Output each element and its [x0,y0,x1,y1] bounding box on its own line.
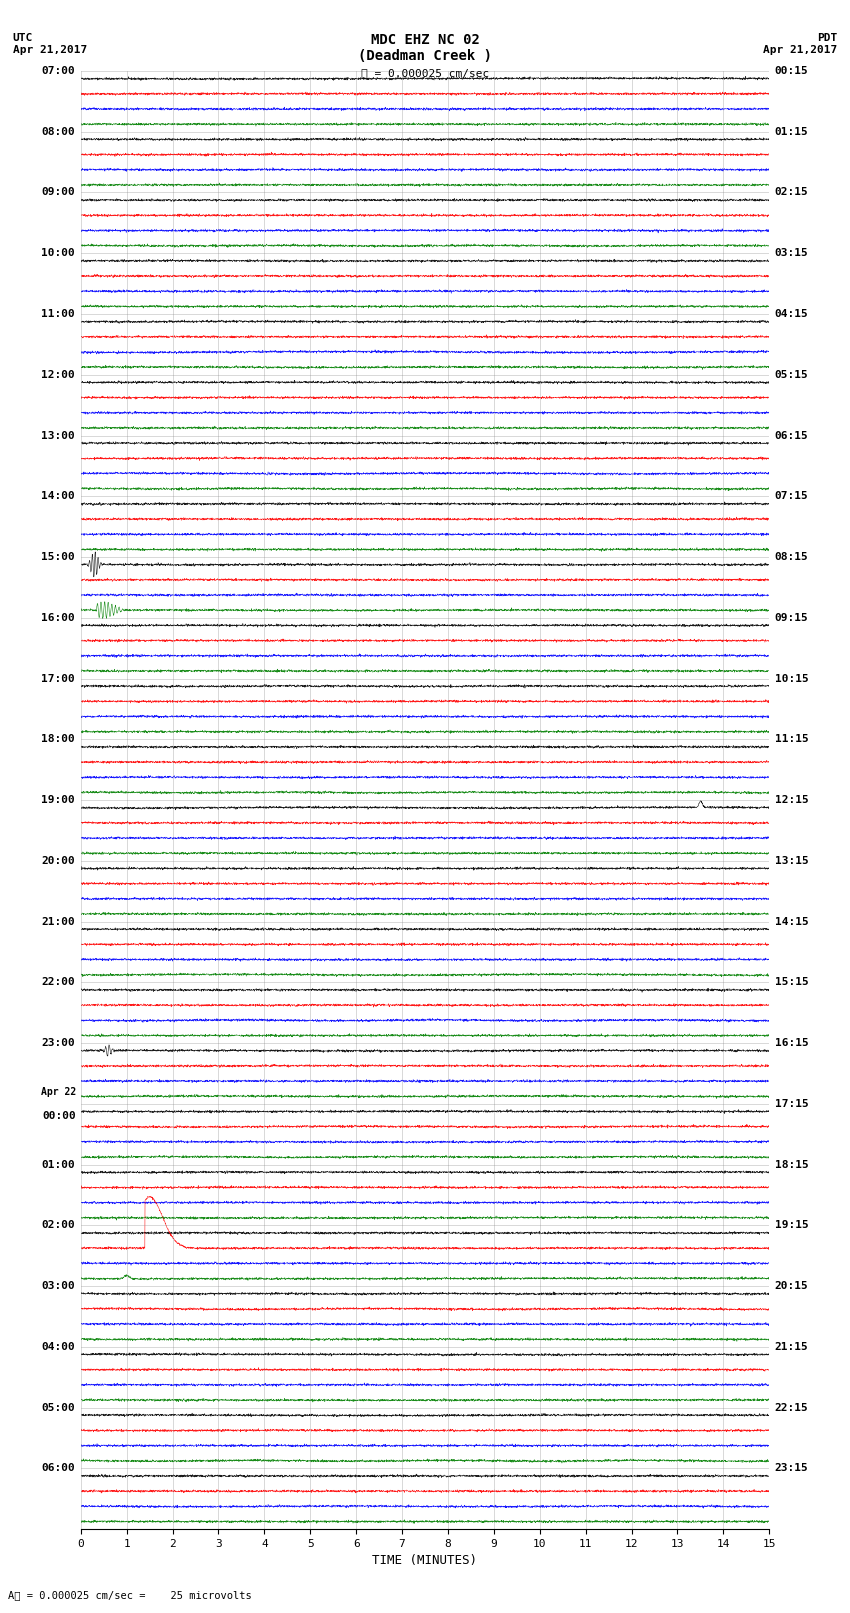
Text: UTC
Apr 21,2017: UTC Apr 21,2017 [13,32,87,55]
Text: 17:15: 17:15 [775,1098,808,1108]
Text: 09:00: 09:00 [42,187,75,197]
Text: 20:00: 20:00 [42,857,75,866]
Text: 21:15: 21:15 [775,1342,808,1352]
Text: 17:00: 17:00 [42,674,75,684]
Text: 02:15: 02:15 [775,187,808,197]
Text: 15:00: 15:00 [42,552,75,561]
Text: 07:00: 07:00 [42,66,75,76]
Text: ⎸ = 0.000025 cm/sec: ⎸ = 0.000025 cm/sec [361,68,489,77]
Text: 03:00: 03:00 [42,1281,75,1290]
Text: 22:00: 22:00 [42,977,75,987]
Text: 07:15: 07:15 [775,492,808,502]
Text: 04:15: 04:15 [775,310,808,319]
Text: (Deadman Creek ): (Deadman Creek ) [358,50,492,63]
Text: 03:15: 03:15 [775,248,808,258]
Text: MDC EHZ NC 02: MDC EHZ NC 02 [371,32,479,47]
Text: PDT
Apr 21,2017: PDT Apr 21,2017 [763,32,837,55]
Text: 01:00: 01:00 [42,1160,75,1169]
Text: 14:15: 14:15 [775,916,808,926]
Text: 18:00: 18:00 [42,734,75,744]
Text: 20:15: 20:15 [775,1281,808,1290]
Text: 23:00: 23:00 [42,1039,75,1048]
Text: Apr 22: Apr 22 [42,1087,76,1097]
Text: 16:15: 16:15 [775,1039,808,1048]
Text: 12:00: 12:00 [42,369,75,379]
Text: 15:15: 15:15 [775,977,808,987]
Text: 13:15: 13:15 [775,857,808,866]
Text: 05:15: 05:15 [775,369,808,379]
Text: 05:00: 05:00 [42,1403,75,1413]
Text: 16:00: 16:00 [42,613,75,623]
Text: 08:00: 08:00 [42,127,75,137]
Text: 18:15: 18:15 [775,1160,808,1169]
Text: 06:15: 06:15 [775,431,808,440]
Text: 00:00: 00:00 [42,1111,76,1121]
Text: 06:00: 06:00 [42,1463,75,1473]
Text: 00:15: 00:15 [775,66,808,76]
Text: 23:15: 23:15 [775,1463,808,1473]
X-axis label: TIME (MINUTES): TIME (MINUTES) [372,1555,478,1568]
Text: 02:00: 02:00 [42,1221,75,1231]
Text: A⎸ = 0.000025 cm/sec =    25 microvolts: A⎸ = 0.000025 cm/sec = 25 microvolts [8,1590,252,1600]
Text: 10:15: 10:15 [775,674,808,684]
Text: 19:00: 19:00 [42,795,75,805]
Text: 19:15: 19:15 [775,1221,808,1231]
Text: 12:15: 12:15 [775,795,808,805]
Text: 11:15: 11:15 [775,734,808,744]
Text: 08:15: 08:15 [775,552,808,561]
Text: 04:00: 04:00 [42,1342,75,1352]
Text: 22:15: 22:15 [775,1403,808,1413]
Text: 14:00: 14:00 [42,492,75,502]
Text: 13:00: 13:00 [42,431,75,440]
Text: 10:00: 10:00 [42,248,75,258]
Text: 11:00: 11:00 [42,310,75,319]
Text: 09:15: 09:15 [775,613,808,623]
Text: 01:15: 01:15 [775,127,808,137]
Text: 21:00: 21:00 [42,916,75,926]
